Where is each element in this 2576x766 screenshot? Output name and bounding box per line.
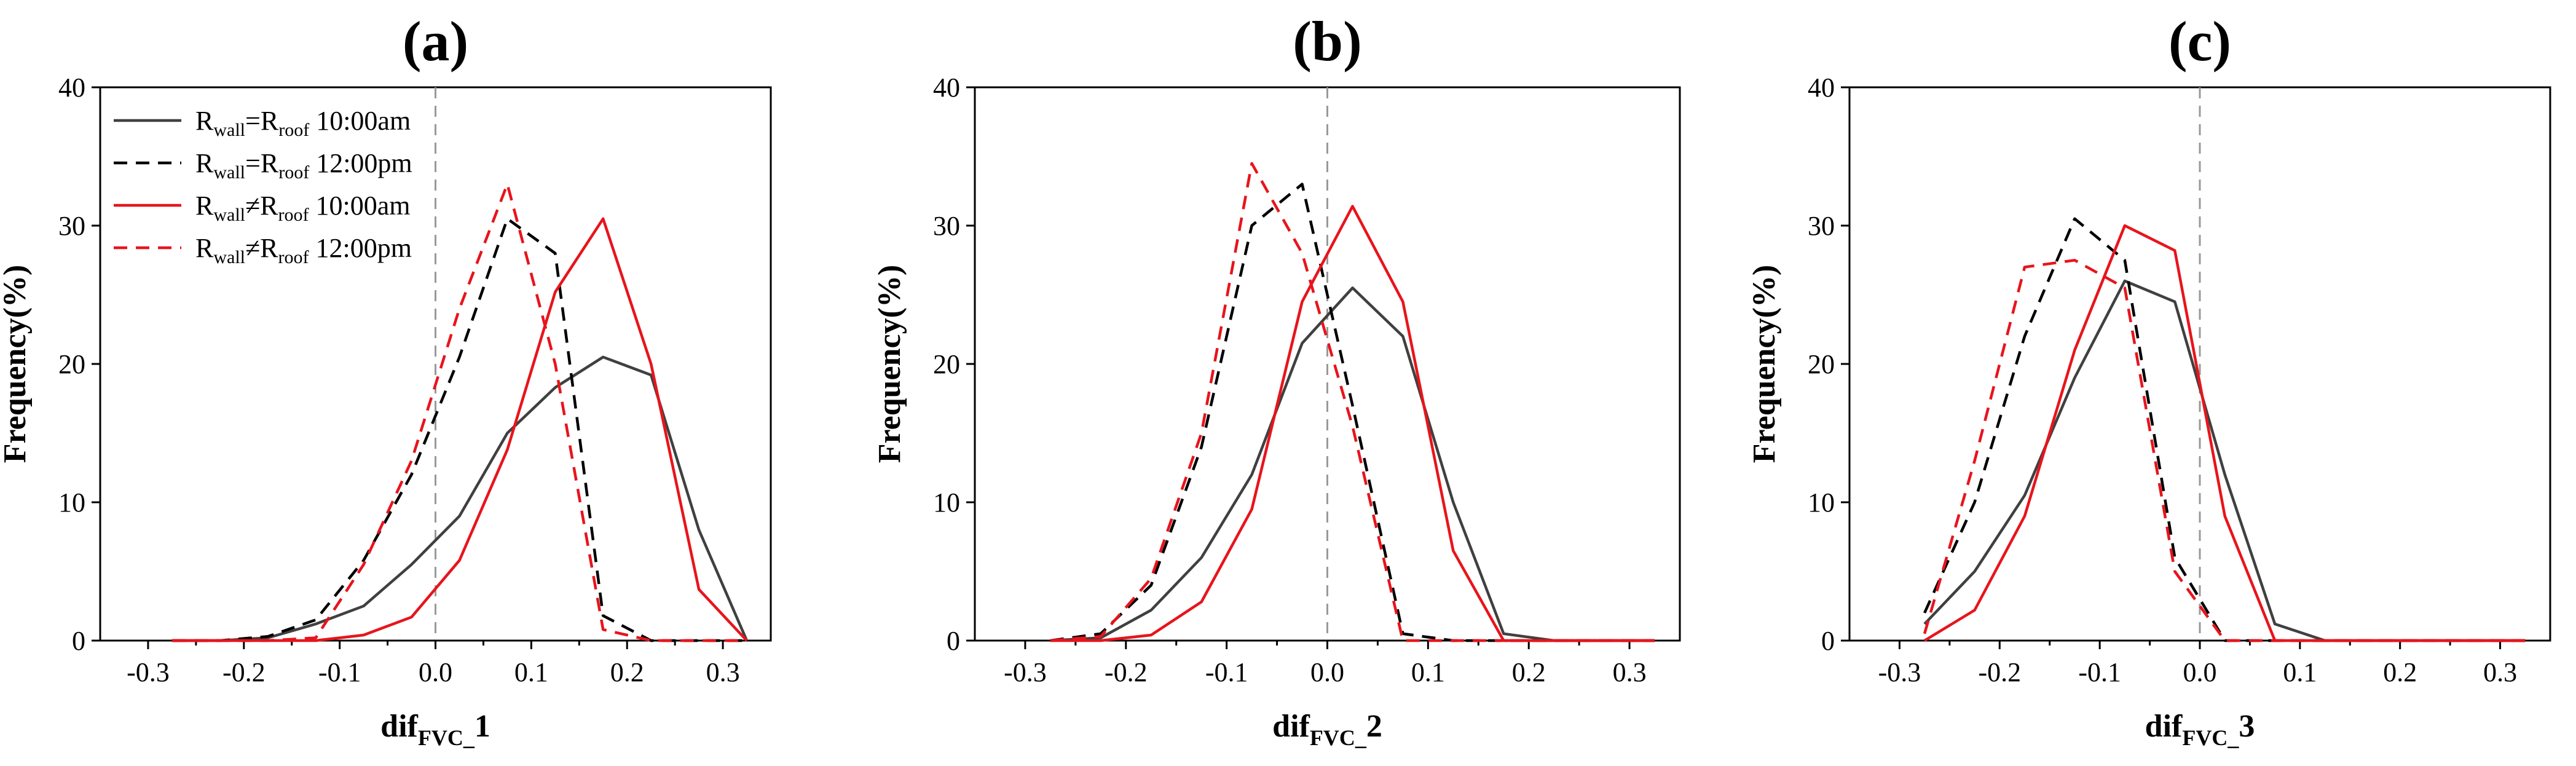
x-label-suffix: 2 (1366, 709, 1382, 744)
legend-r: R (260, 233, 278, 263)
x-label-suffix: 1 (475, 709, 490, 744)
legend-r: R (195, 148, 214, 178)
x-label-subscript: FVC_ (1310, 725, 1367, 750)
legend-r: R (195, 191, 214, 221)
legend-sub-wall: wall (213, 120, 245, 140)
x-tick-label: 0.0 (2183, 657, 2217, 687)
y-tick-label: 0 (1821, 626, 1835, 656)
panel-title: (a) (403, 10, 468, 73)
legend-sub-roof: roof (278, 205, 309, 225)
x-tick-label: 0.1 (1411, 657, 1445, 687)
series-line-4 (1923, 259, 2526, 642)
x-label-subscript: FVC_ (418, 725, 475, 750)
legend-label: Rwall=Rroof 12:00pm (195, 148, 412, 183)
series-line-2 (171, 217, 747, 642)
x-tick-label: 0.0 (1310, 657, 1344, 687)
series-line-3 (1050, 205, 1655, 642)
legend-operator: ≠ (245, 233, 260, 263)
series-line-3 (171, 217, 748, 642)
x-label-main: dif (2145, 709, 2183, 744)
legend-operator: = (245, 106, 261, 136)
y-tick-label: 30 (933, 211, 960, 241)
y-tick-label: 10 (933, 488, 960, 518)
y-axis-label: Frequency(%) (0, 265, 33, 464)
y-axis-label: Frequency(%) (872, 265, 907, 464)
x-tick-label: -0.2 (1978, 657, 2021, 687)
legend-operator: ≠ (245, 191, 260, 221)
legend-sub-wall: wall (213, 247, 245, 267)
legend-time: 10:00am (309, 191, 411, 221)
x-tick-label: -0.1 (2078, 657, 2121, 687)
x-tick-label: 0.3 (2483, 657, 2517, 687)
legend-sub-roof: roof (278, 247, 309, 267)
panel-a: (a) 0 10 20 30 40 -0.3 -0.2 -0.1 0.0 0.1 0.2 0.3 Freq… (0, 10, 772, 750)
legend-time: 12:00pm (309, 148, 412, 178)
x-label-subscript: FVC_ (2182, 725, 2239, 750)
legend-sub-wall: wall (213, 205, 245, 225)
legend-label: Rwall=Rroof 10:00am (195, 106, 411, 140)
series-line-4 (171, 183, 747, 642)
panel-title: (b) (1293, 10, 1361, 73)
y-tick-label: 10 (58, 488, 85, 518)
legend-time: 12:00pm (309, 233, 412, 263)
panel-title: (c) (2168, 10, 2231, 73)
series-line-2 (1923, 217, 2526, 642)
series-line-3 (1923, 224, 2526, 642)
x-label-suffix: 3 (2239, 709, 2255, 744)
x-tick-label: -0.2 (223, 657, 266, 687)
legend-sub-roof: roof (278, 120, 309, 140)
y-tick-label: 40 (1808, 73, 1835, 103)
legend-r: R (195, 233, 214, 263)
legend-sub-wall: wall (213, 162, 245, 183)
x-tick-label: 0.2 (610, 657, 644, 687)
legend-r: R (261, 148, 279, 178)
y-tick-label: 20 (1808, 349, 1835, 379)
x-axis-label: difFVC_3 (2145, 709, 2255, 750)
x-axis-label: difFVC_2 (1272, 709, 1382, 750)
x-tick-label: -0.1 (1205, 657, 1248, 687)
y-tick-label: 40 (933, 73, 960, 103)
series-line-1 (1923, 279, 2526, 642)
x-tick-label: 0.1 (514, 657, 548, 687)
y-tick-label: 40 (58, 73, 85, 103)
y-tick-label: 30 (1808, 211, 1835, 241)
y-tick-label: 0 (947, 626, 960, 656)
panel-c: (c) 0 10 20 30 40 -0.3 -0.2 -0.1 0.0 0.1 0.2 0.3 Freq… (1747, 10, 2551, 750)
x-axis-label: difFVC_1 (380, 709, 490, 750)
x-label-main: dif (1272, 709, 1310, 744)
series-line-1 (1050, 286, 1655, 642)
x-tick-label: 0.3 (1613, 657, 1647, 687)
y-tick-label: 10 (1808, 488, 1835, 518)
y-axis-label: Frequency(%) (1747, 265, 1782, 464)
x-label-main: dif (380, 709, 418, 744)
series-line-2 (1050, 183, 1655, 642)
legend-label: Rwall≠Rroof 10:00am (195, 191, 411, 225)
y-tick-label: 20 (58, 349, 85, 379)
panel-b: (b) 0 10 20 30 40 -0.3 -0.2 -0.1 0.0 0.1 0.2 0.3 Freq… (872, 10, 1681, 750)
legend-r: R (261, 106, 279, 136)
x-tick-label: 0.0 (419, 657, 452, 687)
y-tick-label: 0 (72, 626, 85, 656)
legend-r: R (260, 191, 278, 221)
legend-sub-roof: roof (278, 162, 309, 183)
x-tick-label: 0.3 (706, 657, 740, 687)
x-tick-label: 0.1 (2283, 657, 2317, 687)
legend-time: 10:00am (309, 106, 411, 136)
x-tick-label: -0.3 (1878, 657, 1921, 687)
x-tick-label: -0.1 (318, 657, 361, 687)
x-tick-label: 0.2 (2383, 657, 2417, 687)
y-tick-label: 20 (933, 349, 960, 379)
x-tick-label: -0.2 (1105, 657, 1148, 687)
legend-r: R (195, 106, 214, 136)
legend-operator: = (245, 148, 261, 178)
x-tick-label: 0.2 (1512, 657, 1546, 687)
series-line-1 (171, 355, 749, 642)
x-tick-label: -0.3 (1004, 657, 1047, 687)
legend-label: Rwall≠Rroof 12:00pm (195, 233, 412, 267)
x-tick-label: -0.3 (127, 657, 170, 687)
y-tick-label: 30 (58, 211, 85, 241)
